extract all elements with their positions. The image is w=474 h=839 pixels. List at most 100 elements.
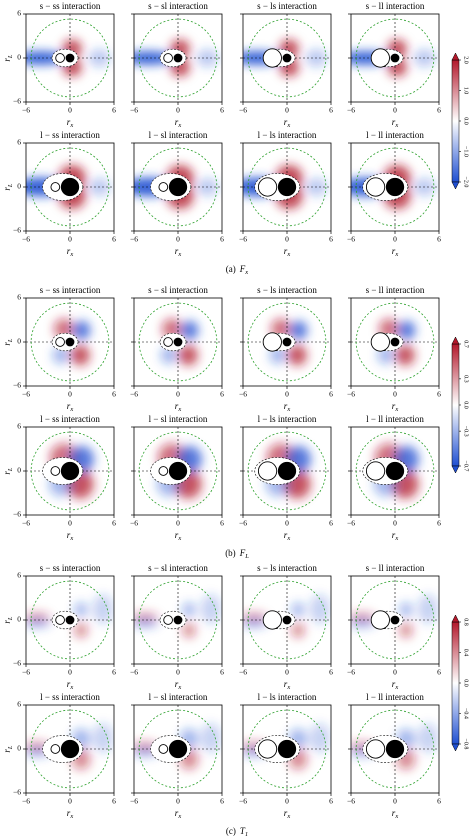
field-blob [70,344,90,366]
influence-circle [355,147,435,227]
field-blob [289,320,308,340]
y-tick-label: −6 [13,510,21,519]
x-tick-label: 6 [329,390,333,399]
x-tick-label: 0 [176,668,180,677]
particle-open [257,177,278,197]
x-axis-label: rx [284,679,291,691]
particle-filled [60,177,80,197]
x-axis-label: rx [284,808,291,820]
x-tick-label: 6 [329,668,333,677]
x-axis-label: rx [175,117,182,129]
x-axis-label-subscript: x [177,535,181,542]
influence-circle [355,302,435,382]
x-axis-label-symbol: r [284,401,288,411]
particle-filled [60,461,80,481]
influence-circle [247,431,327,511]
x-axis-label-subscript: x [177,813,181,820]
x-tick-label: −6 [22,106,30,115]
particle-open [55,337,65,347]
subplot-title: l − ll interaction [366,414,424,424]
x-tick-label: 0 [68,235,72,244]
influence-circle [355,580,435,660]
x-axis-label-symbol: r [175,401,179,411]
particle-filled [173,337,183,347]
subplot-title: s − ll interaction [366,563,425,573]
influence-circle [138,580,218,660]
x-tick-label: 6 [112,235,116,244]
particle-filled [65,337,75,347]
colorbar-tick-label: −0.7 [463,461,469,472]
colorbar-tick-label: 0.8 [463,618,469,626]
field [26,705,114,793]
colorbar-tick-label: 0.3 [463,375,469,383]
influence-circle [30,431,110,511]
x-axis-label-symbol: r [67,117,71,127]
influence-circle [138,147,218,227]
caption-label: (c) [226,826,236,836]
y-tick-label: 6 [17,138,21,147]
x-axis-label-subscript: x [394,122,398,129]
x-tick-label: −6 [22,797,30,806]
influence-circle [30,302,110,382]
field [243,427,331,515]
y-axis-label: rL [2,54,14,62]
field [134,143,222,231]
field-blob [397,320,416,340]
field [351,576,439,664]
x-tick-label: 0 [68,390,72,399]
x-axis-label-subscript: x [394,406,398,413]
field-blob [180,320,199,340]
x-axis-label-subscript: x [69,251,73,258]
colorbar-tick-label: 1.0 [463,87,469,95]
x-tick-label: 0 [285,519,289,528]
field-blob [72,320,91,340]
field [351,705,439,793]
particle-open [50,466,61,476]
particle-open [257,461,278,481]
x-axis-label: rx [67,530,74,542]
y-axis-label-symbol: r [2,342,12,346]
subplot-title: s − sl interaction [148,563,208,573]
field-blobs [134,594,222,638]
particle-open [370,332,390,352]
particle-open [365,461,386,481]
colorbar-extend [451,614,460,623]
x-tick-label: 0 [176,797,180,806]
influence-circle [138,709,218,789]
particle-open [365,177,386,197]
y-axis-label-subscript: L [7,54,14,59]
x-tick-label: 6 [437,235,441,244]
x-axis-label-subscript: x [177,251,181,258]
x-axis-label: rx [392,401,399,413]
colorbar-tick-label: 0.0 [463,679,469,687]
x-axis-label-symbol: r [175,808,179,818]
x-tick-label: 0 [393,106,397,115]
field [26,298,114,386]
particle-filled [385,461,405,481]
subplot-title: s − ss interaction [40,1,101,11]
subplot-title: s − ll interaction [366,285,425,295]
x-tick-label: −6 [239,668,247,677]
x-axis-label: rx [392,679,399,691]
x-tick-label: −6 [130,235,138,244]
colorbar-tick-label: 0.7 [463,340,469,348]
x-axis-label: rx [284,401,291,413]
x-tick-label: −6 [239,106,247,115]
field [26,143,114,231]
x-axis-label-symbol: r [175,679,179,689]
field [243,705,331,793]
x-tick-label: 6 [112,519,116,528]
field-blob [399,602,413,618]
field [26,14,114,102]
caption-symbol: F [239,548,246,558]
x-axis-label-subscript: x [69,813,73,820]
field [134,576,222,664]
particle-filled [168,739,188,759]
y-axis-label-symbol: r [2,187,12,191]
x-axis-label-subscript: x [286,684,290,691]
field-blob [291,602,305,618]
x-tick-label: −6 [347,235,355,244]
colorbar-tick-label: −2.0 [463,177,469,188]
y-axis-label-subscript: L [7,467,14,472]
particle-open [262,48,282,68]
